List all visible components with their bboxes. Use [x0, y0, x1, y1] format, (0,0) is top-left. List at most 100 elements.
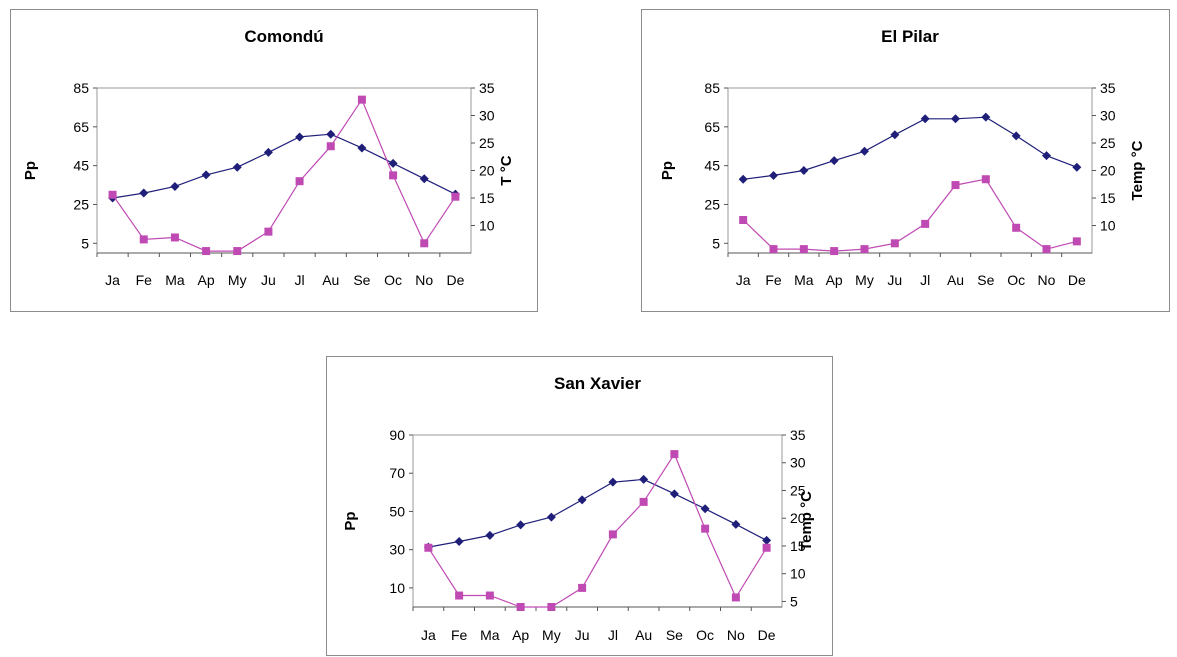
x-tick-label: No — [415, 272, 433, 288]
precipitation-point — [1042, 245, 1051, 254]
y-axis-label: Pp — [659, 161, 676, 180]
x-tick-label: Fe — [765, 272, 782, 288]
precipitation-point — [357, 95, 366, 104]
x-tick-label: Ju — [261, 272, 276, 288]
x-tick-label: Se — [977, 272, 994, 288]
y2-tick-label: 10 — [479, 218, 495, 234]
temperature-point — [700, 504, 710, 514]
x-tick-label: Ma — [165, 272, 185, 288]
precipitation-point — [326, 142, 335, 151]
chart-title: Comondú — [244, 27, 323, 46]
temperature-point — [295, 132, 305, 142]
x-tick-label: Se — [353, 272, 370, 288]
x-tick-label: Fe — [451, 627, 468, 643]
y2-tick-label: 20 — [790, 510, 806, 526]
y2-tick-label: 25 — [790, 482, 806, 498]
y-tick-label: 5 — [712, 235, 720, 251]
precipitation-line — [742, 178, 1077, 252]
temperature-point — [232, 162, 242, 172]
precipitation-point — [202, 247, 211, 256]
precipitation-point — [739, 216, 748, 224]
y2-tick-label: 15 — [479, 190, 495, 206]
precipitation-line — [112, 98, 456, 252]
temperature-point — [546, 512, 556, 522]
precipitation-point — [547, 603, 556, 611]
y-tick-label: 30 — [389, 542, 405, 558]
x-tick-label: Jl — [920, 272, 930, 288]
precipitation-point — [921, 219, 930, 228]
x-tick-label: Oc — [384, 272, 402, 288]
plot-frame — [96, 87, 472, 254]
precipitation-point — [295, 177, 304, 186]
precipitation-point — [389, 171, 398, 180]
y2-axis-label: Temp °C — [1129, 140, 1146, 200]
y2-tick-label: 30 — [479, 108, 495, 124]
precipitation-point — [420, 239, 429, 248]
chart-svg: Comondú 5 25 45 65 85 10 15 20 25 30 35 Ja Fe Ma Ap My Ju… — [22, 27, 515, 288]
temperature-point — [860, 146, 869, 156]
y-tick-label: 50 — [389, 503, 405, 519]
x-tick-label: Ju — [575, 627, 590, 643]
x-tick-label: My — [542, 627, 561, 643]
temperature-point — [454, 537, 464, 547]
y2-tick-label: 30 — [790, 455, 806, 471]
temperature-point — [577, 495, 587, 505]
y2-tick-label: 25 — [1100, 135, 1116, 151]
temperature-point — [1011, 131, 1021, 141]
y2-tick-label: 35 — [1100, 80, 1116, 96]
precipitation-line — [427, 452, 768, 608]
precipitation-point — [830, 247, 839, 256]
x-tick-label: My — [855, 272, 874, 288]
y2-tick-label: 10 — [1100, 218, 1116, 234]
temperature-point — [1072, 162, 1082, 172]
chart-title: San Xavier — [554, 374, 641, 393]
y2-axis-label: T °C — [498, 155, 515, 185]
precipitation-point — [608, 530, 617, 539]
precipitation-point — [1072, 237, 1081, 246]
temperature-point — [170, 181, 180, 191]
x-tick-label: Au — [322, 272, 339, 288]
temperature-line — [112, 133, 456, 199]
temperature-point — [738, 174, 748, 184]
temperature-point — [388, 158, 398, 168]
temperature-point — [920, 114, 930, 124]
temperature-point — [890, 130, 900, 140]
y2-tick-label: 15 — [1100, 190, 1116, 206]
y2-tick-label: 35 — [479, 80, 495, 96]
precipitation-point — [731, 593, 740, 602]
y2-tick-label: 5 — [790, 593, 798, 609]
temperature-point — [762, 535, 772, 545]
y2-tick-label: 30 — [1100, 108, 1116, 124]
y2-tick-label: 10 — [790, 566, 806, 582]
y-tick-label: 10 — [389, 580, 405, 596]
x-tick-label: Se — [666, 627, 683, 643]
precipitation-point — [485, 591, 494, 600]
chart-title: El Pilar — [881, 27, 939, 46]
x-tick-label: Au — [635, 627, 652, 643]
y-tick-label: 25 — [73, 196, 89, 212]
chart-svg: San Xavier 10 30 50 70 90 5 10 15 20 25 30 35 Ja Fe Ma A… — [342, 374, 815, 643]
y2-tick-label: 35 — [790, 427, 806, 443]
temperature-line — [428, 478, 767, 548]
precipitation-point — [639, 497, 648, 506]
x-tick-label: Ma — [794, 272, 814, 288]
chart-panel-comondu: Comondú 5 25 45 65 85 10 15 20 25 30 35 Ja Fe Ma Ap My Ju… — [10, 9, 538, 312]
precipitation-point — [799, 245, 808, 254]
plot-frame — [727, 87, 1093, 254]
temperature-point — [419, 174, 429, 184]
y2-axis-label: Temp °C — [798, 491, 815, 551]
y-tick-label: 85 — [73, 80, 89, 96]
x-tick-label: Oc — [1007, 272, 1025, 288]
x-tick-label: De — [758, 627, 776, 643]
chart-panel-san-xavier: San Xavier 10 30 50 70 90 5 10 15 20 25 30 35 Ja Fe Ma A… — [326, 356, 833, 656]
temperature-point — [951, 114, 960, 124]
x-tick-label: Ap — [826, 272, 843, 288]
x-tick-label: Ju — [887, 272, 902, 288]
y-tick-label: 45 — [704, 158, 720, 174]
precipitation-point — [264, 227, 273, 236]
precipitation-point — [451, 192, 460, 201]
temperature-point — [485, 530, 495, 540]
temperature-point — [769, 170, 778, 180]
temperature-point — [799, 166, 809, 175]
x-tick-label: Oc — [696, 627, 714, 643]
